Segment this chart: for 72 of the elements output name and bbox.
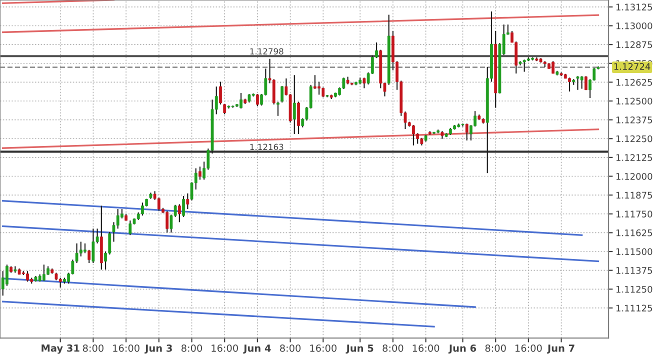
candlestick (256, 94, 259, 107)
y-tick-label: 1.12375 (616, 116, 652, 124)
candlestick (128, 220, 132, 236)
candlestick (465, 123, 468, 141)
y-tick-label: 1.13125 (616, 4, 652, 10)
x-tick-label: Jun 4 (243, 344, 271, 354)
x-tick-label: 8:00 (181, 344, 202, 352)
y-tick-label: 1.12500 (616, 98, 652, 105)
candlestick (584, 76, 588, 90)
candlestick (522, 59, 526, 72)
candlestick (297, 101, 300, 135)
candlestick (412, 124, 415, 146)
y-tick-label: 1.11875 (616, 192, 652, 199)
candlestick (362, 77, 366, 89)
candlestick (157, 197, 160, 212)
x-tick-label: 8:00 (82, 344, 104, 352)
candlestick (6, 264, 8, 286)
x-tick-label: 16:00 (516, 344, 542, 352)
y-tick-label: 1.11750 (616, 210, 652, 218)
y-tick-label: 1.12625 (616, 78, 652, 86)
candlestick (92, 228, 95, 264)
candlestick (58, 277, 62, 288)
candlestick (240, 92, 242, 110)
ref-line-label: 1.12724 (614, 63, 650, 70)
candlestick (223, 103, 226, 115)
x-tick-label: Jun 3 (144, 344, 172, 354)
y-tick-label: 1.12000 (616, 172, 652, 180)
y-tick-label: 1.11500 (616, 248, 652, 256)
x-tick-label: Jun 7 (546, 344, 574, 354)
candlestick (580, 76, 584, 90)
y-tick-label: 1.11625 (616, 229, 652, 236)
x-tick-label: 16:00 (412, 344, 440, 352)
candlestick (166, 210, 169, 234)
candlestick (116, 208, 120, 230)
candlestick (568, 77, 571, 92)
y-tick-label: 1.11250 (616, 286, 652, 293)
x-tick-label: Jun 5 (346, 344, 374, 354)
candlestick (88, 249, 91, 264)
candlestick (186, 192, 190, 210)
x-tick-label: Jun 6 (448, 344, 476, 354)
ref-line-label: 1.12163 (250, 144, 284, 150)
candlestick (219, 81, 222, 106)
candlestick (552, 60, 555, 74)
y-tick-label: 1.11125 (616, 304, 652, 312)
candlestick (84, 242, 86, 254)
y-tick-label: 1.13000 (616, 22, 652, 30)
x-tick-label: 8:00 (382, 344, 404, 352)
candlestick (272, 78, 276, 106)
candlestick (182, 195, 185, 218)
x-tick-label: 8:00 (485, 344, 506, 352)
x-tick-label: 16:00 (310, 344, 337, 352)
candlestick (292, 74, 296, 135)
candlestick (178, 204, 181, 223)
y-tick-label: 1.12875 (616, 41, 652, 48)
y-tick-label: 1.12250 (616, 135, 652, 142)
candlestick (26, 270, 29, 282)
candlestick (313, 74, 316, 90)
candlestick (198, 166, 202, 180)
candlestick (576, 76, 580, 90)
candlestick (42, 264, 46, 282)
candlestick (318, 81, 320, 96)
x-tick-label: 16:00 (113, 344, 140, 352)
candlestick (280, 85, 284, 104)
candlestick (276, 101, 280, 116)
x-tick-label: 8:00 (280, 344, 301, 352)
x-tick-label: 16:00 (212, 344, 238, 352)
candlestick (141, 202, 144, 216)
x-tick-label: May 31 (42, 344, 80, 354)
y-tick-label: 1.11375 (616, 267, 652, 274)
candlestick (322, 86, 325, 98)
y-tick-label: 1.12125 (616, 154, 652, 162)
ref-line-label: 1.12798 (250, 48, 284, 55)
